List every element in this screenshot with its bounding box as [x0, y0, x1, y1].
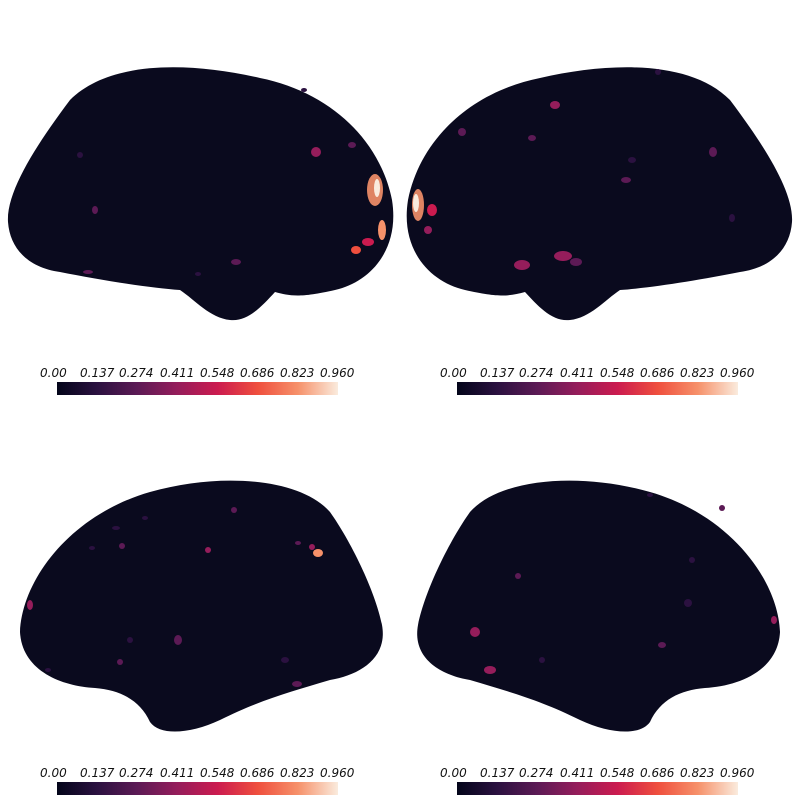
- colorbar-tick: 0.00: [40, 366, 67, 380]
- colorbar-tick: 0.548: [600, 766, 635, 780]
- colorbar-gradient: [57, 782, 338, 795]
- colorbar-tick-labels: 0.00 0.137 0.274 0.411 0.548 0.686 0.823…: [40, 366, 360, 380]
- brain-panel-top-left: 0.00 0.137 0.274 0.411 0.548 0.686 0.823…: [0, 0, 400, 400]
- colorbar-tick: 0.137: [480, 766, 515, 780]
- colorbar-tick-labels: 0.00 0.137 0.274 0.411 0.548 0.686 0.823…: [440, 366, 760, 380]
- colorbar-tick: 0.411: [560, 366, 595, 380]
- colorbar-tick: 0.548: [600, 366, 635, 380]
- colorbar-tick: 0.960: [720, 366, 755, 380]
- colorbar-tick: 0.960: [320, 366, 355, 380]
- colorbar-tick: 0.137: [80, 366, 115, 380]
- brain-panel-bottom-right: 0.00 0.137 0.274 0.411 0.548 0.686 0.823…: [400, 400, 800, 800]
- brain-surface-left-lateral: [7, 67, 394, 321]
- colorbar-tick: 0.548: [200, 366, 235, 380]
- colorbar-tick: 0.686: [240, 766, 275, 780]
- colorbar-tick: 0.137: [80, 766, 115, 780]
- colorbar-tick: 0.274: [119, 766, 154, 780]
- brain-panel-top-right: 0.00 0.137 0.274 0.411 0.548 0.686 0.823…: [400, 0, 800, 400]
- brain-surface-left-medial: [20, 480, 383, 732]
- colorbar-tick: 0.686: [640, 766, 675, 780]
- brain-surface-right-medial: [417, 480, 780, 732]
- colorbar-tick: 0.00: [440, 366, 467, 380]
- colorbar-tick: 0.548: [200, 766, 235, 780]
- colorbar-tick: 0.00: [40, 766, 67, 780]
- colorbar-gradient: [457, 382, 738, 395]
- colorbar-tick: 0.960: [320, 766, 355, 780]
- colorbar-tick-labels: 0.00 0.137 0.274 0.411 0.548 0.686 0.823…: [40, 766, 360, 780]
- colorbar-gradient: [57, 382, 338, 395]
- colorbar-tick: 0.686: [640, 366, 675, 380]
- colorbar-tick: 0.823: [280, 366, 315, 380]
- colorbar-tick: 0.411: [560, 766, 595, 780]
- colorbar-tick: 0.00: [440, 766, 467, 780]
- brain-surface-right-lateral: [406, 67, 793, 321]
- colorbar-tick: 0.411: [160, 766, 195, 780]
- colorbar-tick: 0.274: [519, 366, 554, 380]
- colorbar-tick: 0.411: [160, 366, 195, 380]
- colorbar-tick: 0.823: [280, 766, 315, 780]
- colorbar-tick: 0.686: [240, 366, 275, 380]
- brain-panel-bottom-left: 0.00 0.137 0.274 0.411 0.548 0.686 0.823…: [0, 400, 400, 800]
- colorbar-tick: 0.960: [720, 766, 755, 780]
- colorbar-gradient: [457, 782, 738, 795]
- colorbar-tick: 0.274: [519, 766, 554, 780]
- colorbar-tick-labels: 0.00 0.137 0.274 0.411 0.548 0.686 0.823…: [440, 766, 760, 780]
- colorbar-tick: 0.137: [480, 366, 515, 380]
- colorbar-tick: 0.823: [680, 766, 715, 780]
- colorbar-tick: 0.274: [119, 366, 154, 380]
- colorbar-tick: 0.823: [680, 366, 715, 380]
